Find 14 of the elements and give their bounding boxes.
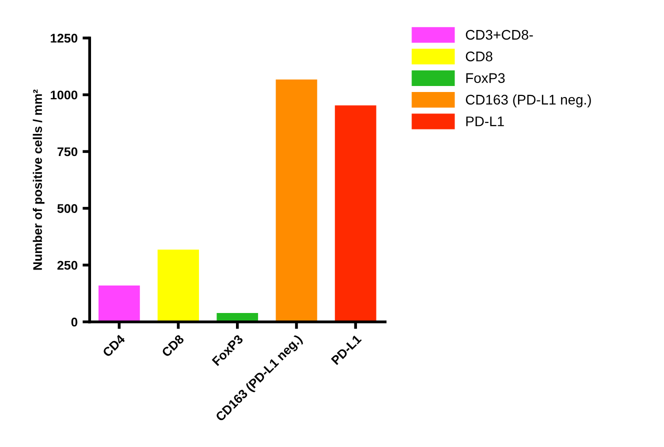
legend-label: CD3+CD8- [466, 30, 533, 40]
y-tick-label: 1000 [50, 90, 78, 100]
x-tick-label: CD8 [161, 334, 185, 358]
x-tick-label: CD4 [102, 334, 126, 358]
y-tick-label: 750 [58, 147, 78, 156]
legend-label: CD163 (PD-L1 neg.) [466, 94, 591, 108]
legend-label: FoxP3 [466, 73, 505, 83]
y-tick-label: 250 [57, 260, 78, 270]
y-tick-label: 0 [71, 318, 78, 326]
y-axis-title: Number of positive cells / mm² [32, 90, 44, 270]
legend-label: PD-L1 [466, 116, 504, 126]
legend-label: CD8 [466, 52, 492, 62]
y-tick-label: 1250 [50, 34, 78, 43]
y-tick-label: 500 [57, 204, 78, 213]
